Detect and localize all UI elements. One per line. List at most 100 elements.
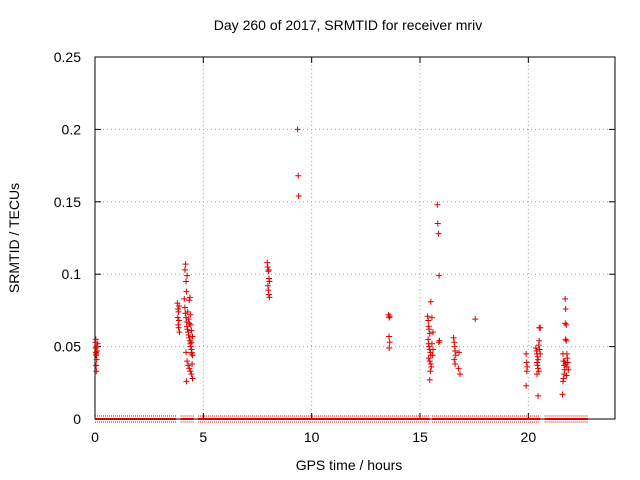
data-point [455, 365, 462, 372]
data-point [559, 391, 566, 398]
data-point [189, 352, 196, 359]
data-point [562, 320, 569, 327]
data-point [183, 378, 190, 385]
data-point [181, 266, 188, 273]
data-point [386, 345, 393, 352]
data-point [186, 365, 193, 372]
data-point [186, 294, 193, 301]
data-point [428, 314, 435, 321]
data-point [386, 339, 393, 346]
data-point [183, 278, 189, 285]
data-point [426, 330, 433, 337]
data-point [534, 353, 541, 360]
data-point [452, 360, 459, 367]
data-point [429, 352, 436, 359]
data-point [428, 340, 435, 347]
tick-labels: 0 5 10 15 20 0 0.05 0.1 0.15 0.2 0.25 [54, 49, 537, 445]
data-point [450, 334, 457, 341]
x-tick-label: 0 [91, 429, 99, 445]
data-point [430, 329, 436, 336]
data-point [264, 263, 271, 270]
data-point [184, 358, 191, 365]
data-point [565, 366, 572, 373]
data-point [187, 368, 194, 375]
data-point [181, 304, 188, 311]
data-point [295, 172, 302, 179]
data-point [523, 368, 530, 375]
data-point [523, 382, 530, 389]
data-point [185, 316, 192, 323]
data-point [93, 356, 100, 363]
data-point [452, 347, 459, 354]
data-point [436, 337, 443, 344]
data-point [188, 327, 195, 334]
data-point [175, 308, 182, 315]
data-point [188, 339, 195, 346]
data-point [535, 342, 542, 349]
data-point [427, 298, 434, 305]
data-point [266, 294, 273, 301]
data-point [174, 314, 181, 321]
data-point [435, 230, 442, 237]
data-point [562, 295, 569, 302]
data-point [189, 333, 196, 340]
data-point [94, 340, 101, 347]
data-point [183, 314, 189, 321]
data-point [295, 193, 302, 200]
data-point [294, 126, 301, 133]
data-point [561, 362, 568, 369]
data-point [537, 324, 544, 331]
y-axis-label: SRMTID / TECUs [6, 183, 22, 293]
chart-title: Day 260 of 2017, SRMTID for receiver mri… [214, 17, 482, 33]
data-point [535, 365, 542, 372]
data-point [535, 392, 542, 399]
data-point [436, 272, 443, 279]
x-tick-label: 15 [412, 429, 428, 445]
data-point [184, 308, 191, 315]
data-point [182, 261, 189, 268]
data-point [534, 371, 540, 378]
data-point [184, 272, 191, 279]
data-point [386, 333, 393, 340]
data-point [426, 376, 433, 383]
data-point [434, 201, 441, 208]
data-point [457, 371, 464, 378]
data-point [523, 359, 530, 366]
data-point [563, 321, 570, 328]
data-point [185, 362, 192, 369]
data-point [430, 346, 436, 353]
data-point [265, 291, 272, 298]
data-point [93, 362, 100, 369]
y-tick-label: 0.05 [54, 339, 81, 355]
x-axis-label: GPS time / hours [296, 457, 403, 473]
x-tick-label: 20 [521, 429, 537, 445]
data-point [424, 313, 431, 320]
data-point [175, 317, 182, 324]
data-point [534, 362, 541, 369]
y-tick-label: 0.2 [62, 121, 82, 137]
data-point [189, 360, 196, 367]
x-tick-label: 5 [199, 429, 207, 445]
data-point [186, 297, 193, 304]
data-point [93, 368, 100, 375]
data-point [93, 343, 100, 350]
data-point [435, 339, 442, 346]
x-tick-label: 10 [304, 429, 320, 445]
data-point [563, 337, 570, 344]
data-point [535, 356, 542, 363]
data-point [186, 334, 193, 341]
data-point [425, 355, 432, 362]
data-point [386, 313, 393, 320]
data-point [183, 288, 190, 295]
data-point [562, 305, 569, 312]
y-tick-label: 0.25 [54, 49, 81, 65]
data-point [189, 375, 196, 382]
data-point [185, 332, 192, 339]
data-point [427, 368, 434, 375]
data-point [563, 372, 570, 379]
data-point [93, 350, 100, 357]
grid-lines [95, 57, 615, 419]
data-point [186, 320, 193, 327]
data-point [434, 220, 441, 227]
